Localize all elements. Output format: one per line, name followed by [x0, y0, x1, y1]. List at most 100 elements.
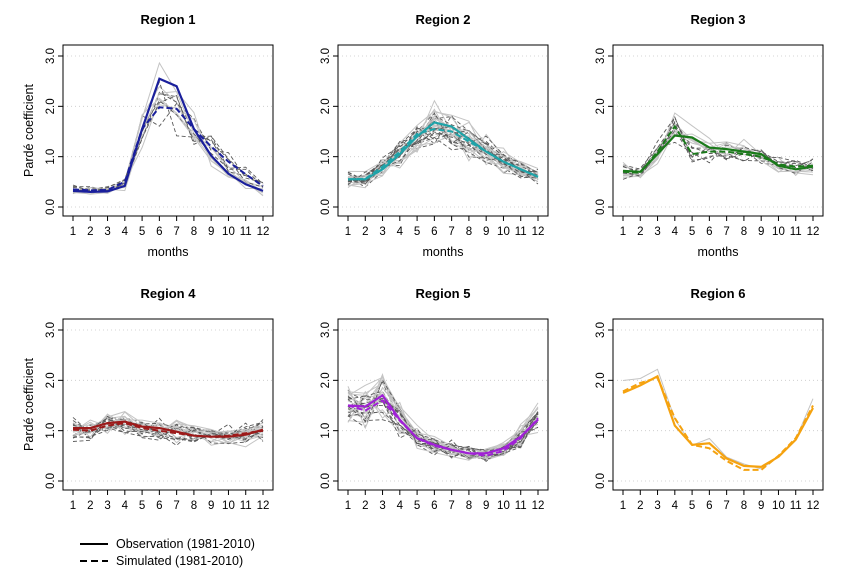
- ensemble-line: [72, 98, 264, 195]
- x-axis-label: months: [423, 245, 464, 259]
- y-tick-label: 0.0: [45, 199, 57, 215]
- x-tick-label: 9: [758, 500, 764, 512]
- x-tick-label: 8: [741, 226, 747, 238]
- x-tick-label: 9: [483, 500, 489, 512]
- x-tick-label: 11: [790, 226, 802, 238]
- panel-title: Region 6: [691, 286, 746, 301]
- y-tick-label: 3.0: [320, 322, 332, 338]
- x-tick-label: 12: [532, 500, 545, 512]
- x-tick-label: 6: [156, 500, 162, 512]
- series-observation: [622, 374, 814, 469]
- x-tick-label: 3: [379, 500, 385, 512]
- x-tick-label: 4: [122, 500, 129, 512]
- x-tick-label: 1: [70, 226, 76, 238]
- y-tick-label: 1.0: [45, 149, 57, 165]
- ensemble-line: [347, 133, 539, 179]
- y-tick-label: 2.0: [595, 372, 607, 388]
- y-tick-label: 0.0: [595, 473, 607, 489]
- series-observation: [348, 121, 539, 181]
- x-tick-label: 12: [532, 226, 545, 238]
- x-tick-label: 10: [497, 500, 510, 512]
- x-tick-label: 11: [515, 500, 527, 512]
- panel-2: Region 20.01.02.03.01 2 3 4 5 6 7 8 9 10 11 12month…: [320, 12, 549, 259]
- legend-label-simulated: Simulated (1981-2010): [116, 554, 243, 568]
- x-tick-label: 8: [466, 226, 472, 238]
- ensemble-line: [622, 122, 814, 176]
- x-tick-label: 3: [104, 226, 110, 238]
- panel-title: Region 4: [141, 286, 197, 301]
- legend: Observation (1981-2010) Simulated (1981-2…: [80, 537, 255, 568]
- plot-frame: [612, 44, 824, 217]
- x-tick-label: 7: [173, 226, 179, 238]
- x-tick-label: 2: [87, 226, 93, 238]
- panel-1: Region 10.01.02.03.01 2 3 4 5 6 7 8 9 10 11 12month…: [22, 12, 274, 259]
- ensemble-lines: [622, 112, 814, 180]
- ensemble-line: [347, 393, 539, 461]
- ensemble-line: [72, 95, 264, 193]
- x-tick-label: 10: [772, 500, 785, 512]
- ensemble-line: [72, 97, 264, 197]
- ensemble-line: [72, 420, 264, 440]
- x-tick-label: 2: [637, 500, 643, 512]
- x-tick-label: 10: [497, 226, 510, 238]
- y-tick-label: 2.0: [45, 372, 57, 388]
- x-tick-label: 10: [222, 500, 235, 512]
- x-tick-label: 4: [397, 226, 404, 238]
- panel-6: Region 60.01.02.03.01 2 3 4 5 6 7 8 9 10 11 12: [595, 286, 824, 512]
- x-tick-label: 7: [448, 500, 454, 512]
- x-tick-label: 3: [379, 226, 385, 238]
- y-tick-label: 1.0: [45, 423, 57, 439]
- series-simulated: [72, 422, 264, 438]
- series-observation: [72, 77, 264, 194]
- x-tick-label: 11: [790, 500, 802, 512]
- ensemble-line: [347, 110, 539, 187]
- plot-frame: [62, 318, 274, 491]
- x-tick-label: 2: [87, 500, 93, 512]
- x-tick-label: 12: [807, 500, 820, 512]
- x-tick-label: 9: [208, 500, 214, 512]
- y-tick-label: 3.0: [45, 48, 57, 64]
- x-tick-label: 12: [257, 500, 270, 512]
- y-tick-label: 0.0: [45, 473, 57, 489]
- x-tick-label: 6: [706, 226, 712, 238]
- y-tick-label: 3.0: [320, 48, 332, 64]
- x-axis-label: months: [148, 245, 189, 259]
- series-observation: [622, 134, 814, 173]
- panel-3: Region 30.01.02.03.01 2 3 4 5 6 7 8 9 10 11 12month…: [595, 12, 824, 259]
- x-tick-label: 5: [139, 500, 145, 512]
- x-tick-label: 9: [208, 226, 214, 238]
- x-tick-label: 4: [672, 226, 679, 238]
- ensemble-lines: [347, 99, 539, 189]
- series-simulated: [622, 124, 814, 174]
- x-tick-label: 3: [654, 226, 660, 238]
- x-tick-label: 1: [620, 226, 626, 238]
- y-tick-label: 2.0: [45, 98, 57, 114]
- x-tick-label: 2: [362, 500, 368, 512]
- y-tick-label: 2.0: [320, 98, 332, 114]
- x-tick-label: 2: [637, 226, 643, 238]
- y-tick-label: 1.0: [320, 149, 332, 165]
- panel-title: Region 1: [141, 12, 196, 27]
- x-tick-label: 6: [156, 226, 162, 238]
- series-observation: [347, 393, 539, 455]
- x-tick-label: 9: [758, 226, 764, 238]
- plot-frame: [337, 318, 549, 491]
- x-tick-label: 12: [257, 226, 270, 238]
- x-tick-label: 8: [191, 500, 197, 512]
- panel-title: Region 2: [416, 12, 471, 27]
- x-tick-label: 11: [240, 226, 252, 238]
- x-tick-label: 2: [362, 226, 368, 238]
- x-tick-label: 3: [104, 500, 110, 512]
- x-tick-label: 5: [414, 500, 420, 512]
- x-tick-label: 8: [466, 500, 472, 512]
- x-tick-label: 3: [654, 500, 660, 512]
- x-tick-label: 1: [345, 500, 351, 512]
- ensemble-line: [347, 124, 539, 189]
- x-tick-label: 6: [431, 226, 437, 238]
- ensemble-line: [622, 131, 814, 176]
- y-tick-label: 0.0: [320, 473, 332, 489]
- plot-frame: [62, 44, 274, 217]
- x-tick-label: 7: [448, 226, 454, 238]
- y-tick-label: 1.0: [595, 149, 607, 165]
- panel-title: Region 5: [416, 286, 471, 301]
